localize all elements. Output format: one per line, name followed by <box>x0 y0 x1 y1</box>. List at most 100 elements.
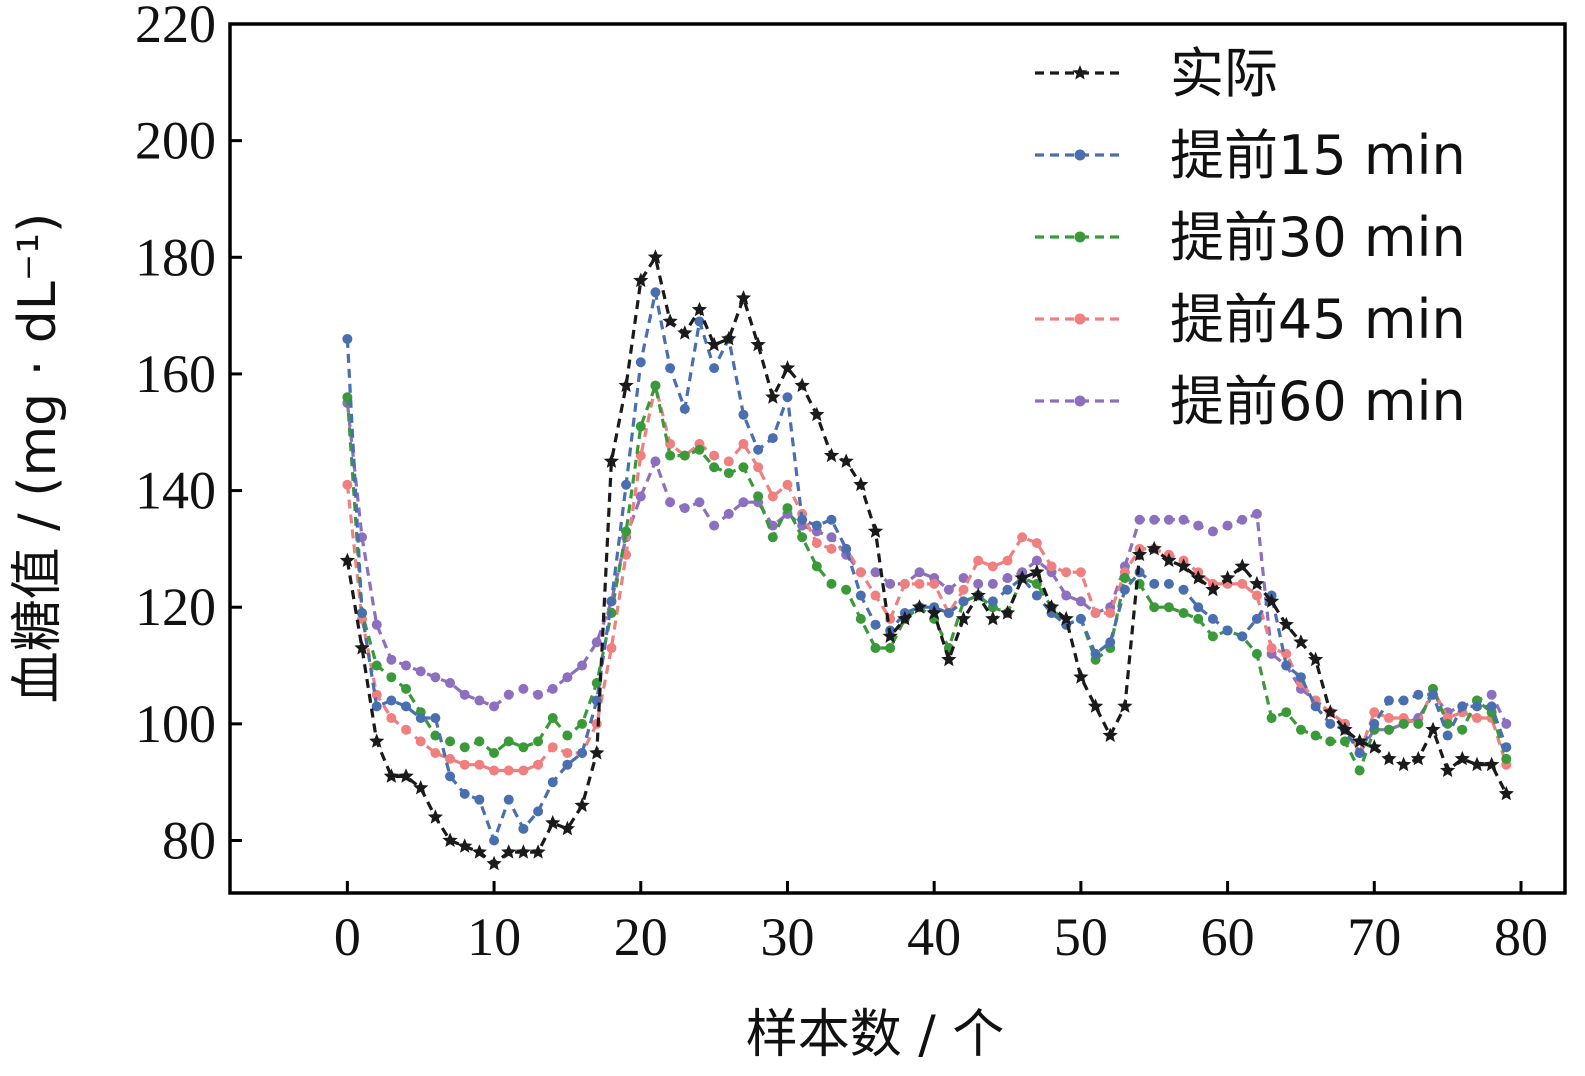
data-point <box>1354 748 1365 759</box>
data-point <box>1281 660 1292 671</box>
ticks-layer: 0 10 20 30 40 50 60 70 80 80 100 120 140 160 180 200 220 <box>135 0 1548 967</box>
data-point <box>1161 552 1177 567</box>
data-point <box>533 806 544 817</box>
data-point <box>650 380 661 391</box>
y-tick-label: 80 <box>162 811 216 871</box>
data-point <box>1075 613 1086 624</box>
data-point <box>547 683 558 694</box>
data-point <box>987 561 998 572</box>
data-point <box>574 797 590 812</box>
data-point <box>371 619 382 630</box>
data-point <box>459 742 470 753</box>
data-point <box>767 520 778 531</box>
data-point <box>415 666 426 677</box>
data-point <box>1383 724 1394 735</box>
data-point <box>826 543 837 554</box>
x-tick-label: 60 <box>1201 907 1255 967</box>
series-line <box>345 291 1508 846</box>
data-point <box>1249 575 1265 591</box>
data-point <box>545 815 561 830</box>
data-point <box>679 450 690 461</box>
data-point <box>1002 555 1013 566</box>
data-point <box>413 780 429 795</box>
data-point <box>633 272 649 288</box>
data-point <box>1383 695 1394 706</box>
data-point <box>1132 546 1148 562</box>
data-point <box>1440 762 1456 777</box>
data-point <box>870 619 881 630</box>
data-point <box>811 520 822 531</box>
data-point <box>442 832 458 847</box>
data-point <box>882 628 898 643</box>
data-point <box>794 377 810 393</box>
y-tick-label: 160 <box>135 344 216 404</box>
legend-label: 提前30 min <box>1170 206 1466 269</box>
data-point <box>867 523 884 538</box>
data-point <box>999 605 1016 620</box>
data-point <box>1237 578 1248 589</box>
data-point <box>943 584 954 595</box>
data-point <box>1442 718 1453 729</box>
data-point <box>459 689 470 700</box>
series-1 <box>342 287 1512 846</box>
data-point <box>342 479 353 490</box>
data-point <box>767 491 778 502</box>
series-layer <box>339 249 1514 871</box>
data-point <box>1117 698 1133 713</box>
data-point <box>853 476 869 492</box>
data-point <box>855 590 866 601</box>
data-point <box>603 453 619 468</box>
data-point <box>1149 578 1160 589</box>
data-point <box>958 573 969 584</box>
data-point <box>515 844 531 859</box>
data-point <box>591 637 602 648</box>
y-tick-label: 100 <box>135 694 216 754</box>
data-point <box>985 610 1001 626</box>
data-point <box>1222 520 1233 531</box>
data-point <box>826 514 837 525</box>
data-point <box>1251 613 1262 624</box>
data-point <box>577 718 588 729</box>
data-point <box>943 608 954 619</box>
data-point <box>1457 701 1468 712</box>
data-point <box>1193 613 1204 624</box>
data-point <box>738 497 749 508</box>
data-point <box>1295 724 1306 735</box>
data-point <box>1176 558 1192 573</box>
data-point <box>753 462 764 473</box>
data-point <box>1237 631 1248 642</box>
data-point <box>723 468 734 479</box>
data-point <box>841 543 852 554</box>
data-point <box>885 578 896 589</box>
data-point <box>371 689 382 700</box>
data-point <box>706 336 722 352</box>
data-point <box>401 724 412 735</box>
data-point <box>635 491 646 502</box>
data-point <box>709 450 720 461</box>
data-point <box>1031 590 1042 601</box>
data-point <box>1498 785 1514 801</box>
data-point <box>1457 724 1468 735</box>
data-point <box>750 336 766 352</box>
data-point <box>1222 625 1233 636</box>
data-point <box>339 552 355 567</box>
data-point <box>474 736 485 747</box>
data-point <box>589 745 605 760</box>
data-point <box>1486 701 1497 712</box>
data-point <box>782 392 793 403</box>
data-point <box>1190 570 1206 585</box>
legend-item: 实际 <box>1035 42 1278 105</box>
data-point <box>970 587 986 602</box>
data-point <box>383 768 399 783</box>
data-point <box>618 377 634 393</box>
data-point <box>1207 526 1218 537</box>
data-point <box>371 701 382 712</box>
data-point <box>401 683 412 694</box>
data-point <box>489 701 500 712</box>
data-point <box>1308 651 1324 667</box>
data-point <box>489 748 500 759</box>
data-point <box>767 532 778 543</box>
data-point <box>1381 750 1397 766</box>
x-tick-label: 50 <box>1054 907 1108 967</box>
data-point <box>738 462 749 473</box>
